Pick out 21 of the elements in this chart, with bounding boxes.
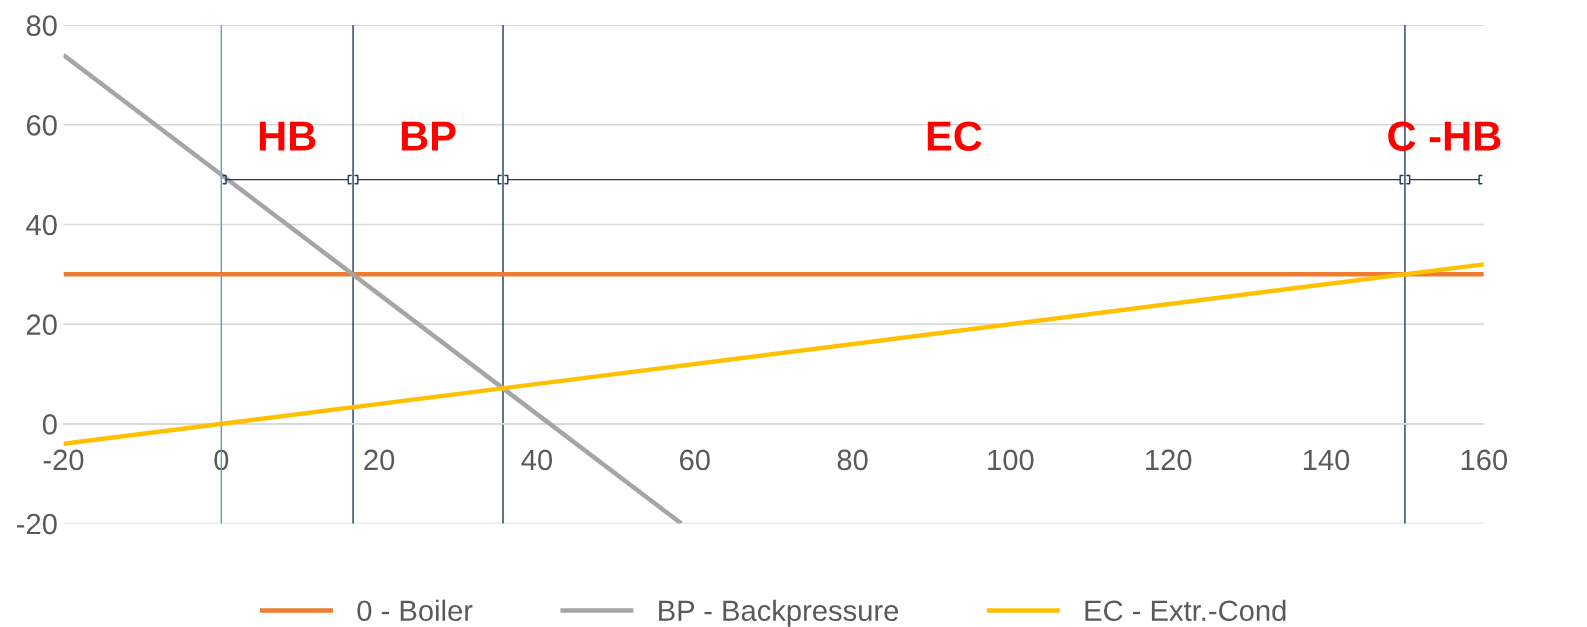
annotation: EC bbox=[927, 121, 982, 151]
x-tick-label: 40 bbox=[521, 449, 553, 471]
y-tick-label: 20 bbox=[26, 314, 57, 336]
x-tick-label: 60 bbox=[680, 449, 710, 471]
legend-label: 0 - Boiler bbox=[357, 599, 473, 622]
legend-label: EC - Extr.-Cond bbox=[1085, 599, 1286, 622]
x-tick-label: -20 bbox=[43, 449, 84, 471]
x-tick-label: 120 bbox=[1146, 449, 1192, 471]
x-tick-label: 140 bbox=[1303, 449, 1350, 471]
annotation: HB bbox=[259, 121, 316, 151]
y-tick-label: 60 bbox=[26, 114, 57, 136]
y-tick-label: 40 bbox=[26, 214, 57, 236]
x-tick-label: 100 bbox=[988, 449, 1034, 471]
legend-label: BP - Backpressure bbox=[659, 599, 899, 627]
x-tick-label: 80 bbox=[837, 449, 868, 471]
x-tick-label: 20 bbox=[364, 449, 395, 471]
y-tick-label: 0 bbox=[42, 414, 57, 435]
y-tick-label: 80 bbox=[26, 15, 57, 36]
y-tick-label: -20 bbox=[17, 513, 57, 535]
x-tick-label: 160 bbox=[1461, 449, 1508, 471]
annotation: BP bbox=[401, 121, 456, 151]
